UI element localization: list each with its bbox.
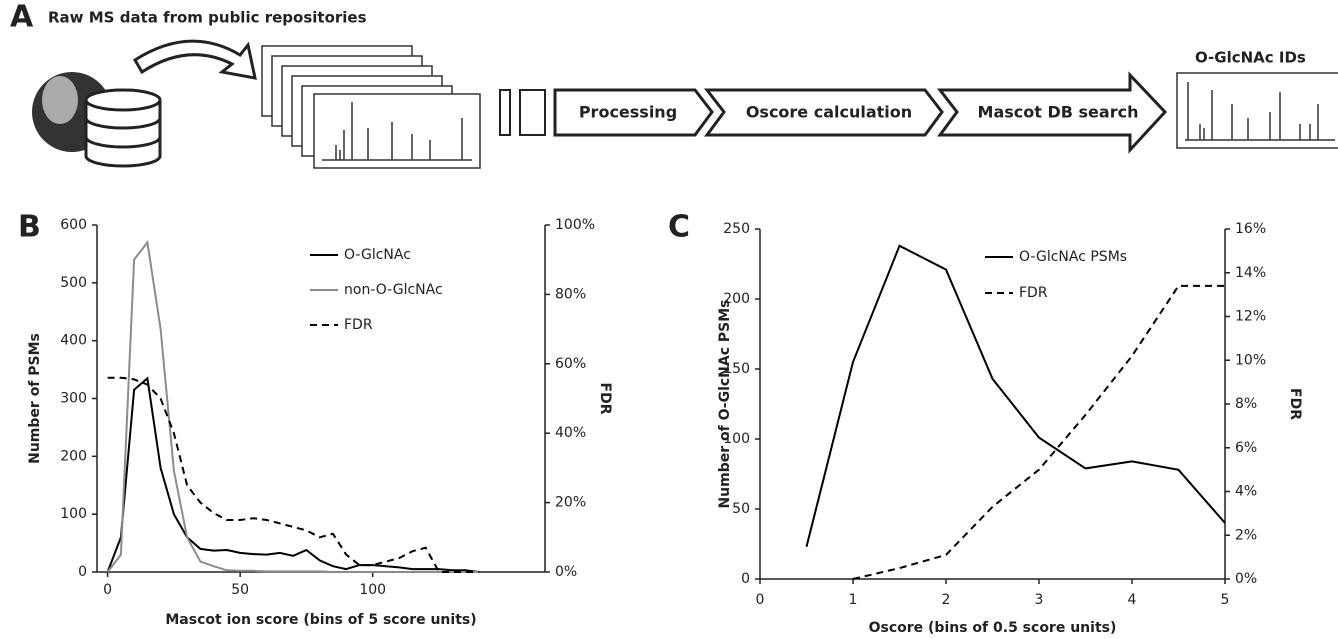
y-tick-label: 100 <box>60 506 87 522</box>
panel-label: B <box>18 210 41 245</box>
y-tick-label: 150 <box>723 361 750 377</box>
box <box>499 89 511 136</box>
y2-tick-label: 10% <box>1235 352 1266 368</box>
y2-tick-label: 0% <box>1235 571 1257 587</box>
x-tick-label: 3 <box>1035 592 1044 608</box>
y-axis-title: Number of O-GlcNAc PSMs <box>717 299 733 508</box>
step-label: Mascot DB search <box>978 103 1139 122</box>
x-axis-title: Oscore (bins of 0.5 score units) <box>869 620 1117 636</box>
series-line <box>805 244 1226 548</box>
x-axis-title: Mascot ion score (bins of 5 score units) <box>165 612 476 628</box>
y2-tick-label: 8% <box>1235 396 1257 412</box>
result-spectrum <box>1176 72 1338 149</box>
y2-tick-label: 100% <box>555 217 595 233</box>
y2-tick-label: 2% <box>1235 527 1257 543</box>
x-tick-label: 5 <box>1221 592 1230 608</box>
box <box>519 89 546 136</box>
x-tick-label: 50 <box>231 582 249 598</box>
y-tick-label: 400 <box>60 333 87 349</box>
legend-label: O-GlcNAc PSMs <box>1019 249 1127 265</box>
y-tick-label: 200 <box>723 291 750 307</box>
series-line <box>106 376 479 573</box>
y-tick-label: 0 <box>741 571 750 587</box>
step-arrow <box>936 71 1168 154</box>
y-tick-label: 500 <box>60 275 87 291</box>
x-tick-label: 1 <box>849 592 858 608</box>
legend-label: non-O-GlcNAc <box>344 282 443 298</box>
y2-tick-label: 60% <box>555 356 586 372</box>
y-tick-label: 250 <box>723 221 750 237</box>
y2-tick-label: 6% <box>1235 440 1257 456</box>
step-arrow <box>703 88 944 137</box>
spectra-stack <box>261 45 481 169</box>
y-tick-label: 200 <box>60 448 87 464</box>
legend-label: O-GlcNAc <box>344 247 411 263</box>
panel-title: Raw MS data from public repositories <box>48 9 367 27</box>
step-label: Oscore calculation <box>746 103 912 122</box>
panel-label: C <box>668 210 690 245</box>
spectrum-peaks <box>1185 82 1335 141</box>
y-tick-label: 100 <box>723 431 750 447</box>
arrow <box>132 39 257 80</box>
result-title: O-GlcNAc IDs <box>1195 49 1306 67</box>
step-label: Processing <box>579 103 677 122</box>
x-tick-label: 100 <box>359 582 386 598</box>
x-tick-label: 0 <box>103 582 112 598</box>
series-line <box>852 284 1225 580</box>
y2-tick-label: 14% <box>1235 265 1266 281</box>
y2-tick-label: 80% <box>555 286 586 302</box>
panel-a: A Raw MS data from public repositories P… <box>10 0 1338 169</box>
y-tick-label: 600 <box>60 217 87 233</box>
y2-tick-label: 12% <box>1235 309 1266 325</box>
y2-tick-label: 0% <box>555 564 577 580</box>
x-tick-label: 4 <box>1128 592 1137 608</box>
y2-tick-label: 16% <box>1235 221 1266 237</box>
y-tick-label: 0 <box>78 564 87 580</box>
legend-label: FDR <box>1019 285 1048 301</box>
y-tick-label: 50 <box>732 501 750 517</box>
y2-axis-title: FDR <box>1287 388 1303 420</box>
panel-label: A <box>10 0 34 35</box>
globe-land <box>42 76 78 124</box>
x-tick-label: 0 <box>756 592 765 608</box>
step-arrow <box>553 88 714 137</box>
legend-label: FDR <box>344 317 373 333</box>
series-line <box>107 376 479 573</box>
y2-tick-label: 40% <box>555 425 586 441</box>
y2-axis-title: FDR <box>597 383 613 415</box>
y2-tick-label: 4% <box>1235 484 1257 500</box>
x-tick-label: 2 <box>942 592 951 608</box>
y-tick-label: 300 <box>60 391 87 407</box>
y2-tick-label: 20% <box>555 495 586 511</box>
database <box>84 88 162 168</box>
y-axis-title: Number of PSMs <box>27 333 43 464</box>
